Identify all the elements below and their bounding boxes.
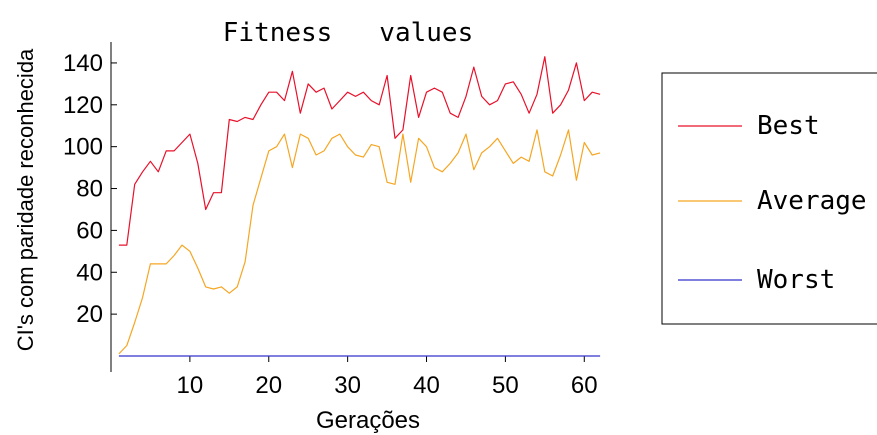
x-tick-label: 20 bbox=[255, 372, 282, 399]
x-tick-label: 40 bbox=[413, 372, 440, 399]
x-tick-label: 60 bbox=[571, 372, 598, 399]
x-tick-label: 10 bbox=[177, 372, 204, 399]
legend-label-average: Average bbox=[757, 186, 867, 216]
legend-box bbox=[661, 72, 877, 325]
y-axis-label: CI's com paridade reconhecida bbox=[13, 48, 38, 351]
y-tick-label: 120 bbox=[63, 92, 103, 119]
legend: Best Average Worst bbox=[661, 72, 877, 325]
y-tick-label: 20 bbox=[76, 301, 103, 328]
series-line-best bbox=[118, 56, 601, 246]
y-tick-label: 140 bbox=[63, 50, 103, 77]
x-tick-label: 30 bbox=[334, 372, 361, 399]
y-tick-label: 40 bbox=[76, 259, 103, 286]
x-tick-label: 50 bbox=[492, 372, 519, 399]
y-tick-label: 100 bbox=[63, 134, 103, 161]
axes: 20 40 60 80 100 120 140 10 20 30 40 50 60 bbox=[63, 42, 598, 399]
series-line-average bbox=[118, 129, 601, 355]
x-axis-label: Gerações bbox=[316, 407, 420, 434]
y-tick-label: 80 bbox=[76, 176, 103, 203]
series-lines bbox=[118, 56, 601, 357]
y-tick-label: 60 bbox=[76, 217, 103, 244]
chart-title: Fitness values bbox=[223, 18, 473, 48]
legend-label-worst: Worst bbox=[757, 265, 835, 295]
legend-label-best: Best bbox=[757, 111, 820, 141]
